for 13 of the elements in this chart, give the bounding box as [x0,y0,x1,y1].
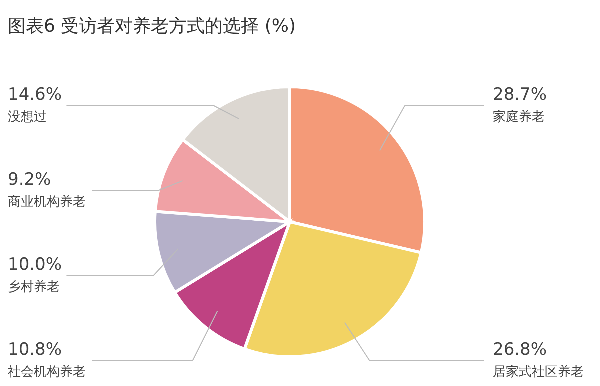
slice-label: 社会机构养老 [8,364,86,380]
data-label: 10.8% [8,340,62,360]
chart-title: 图表6 受访者对养老方式的选择 (%) [8,16,296,37]
data-label: 28.7% [493,85,548,105]
data-label: 26.8% [493,340,548,360]
slice-label: 居家式社区养老 [493,364,584,380]
slice-label: 没想过 [8,110,47,125]
slice-label: 乡村养老 [8,279,60,295]
data-label: 14.6% [8,85,62,105]
data-label: 9.2% [8,170,52,190]
slice-label: 商业机构养老 [8,194,86,210]
data-label: 10.0% [8,255,62,275]
slice-label: 家庭养老 [493,109,545,125]
